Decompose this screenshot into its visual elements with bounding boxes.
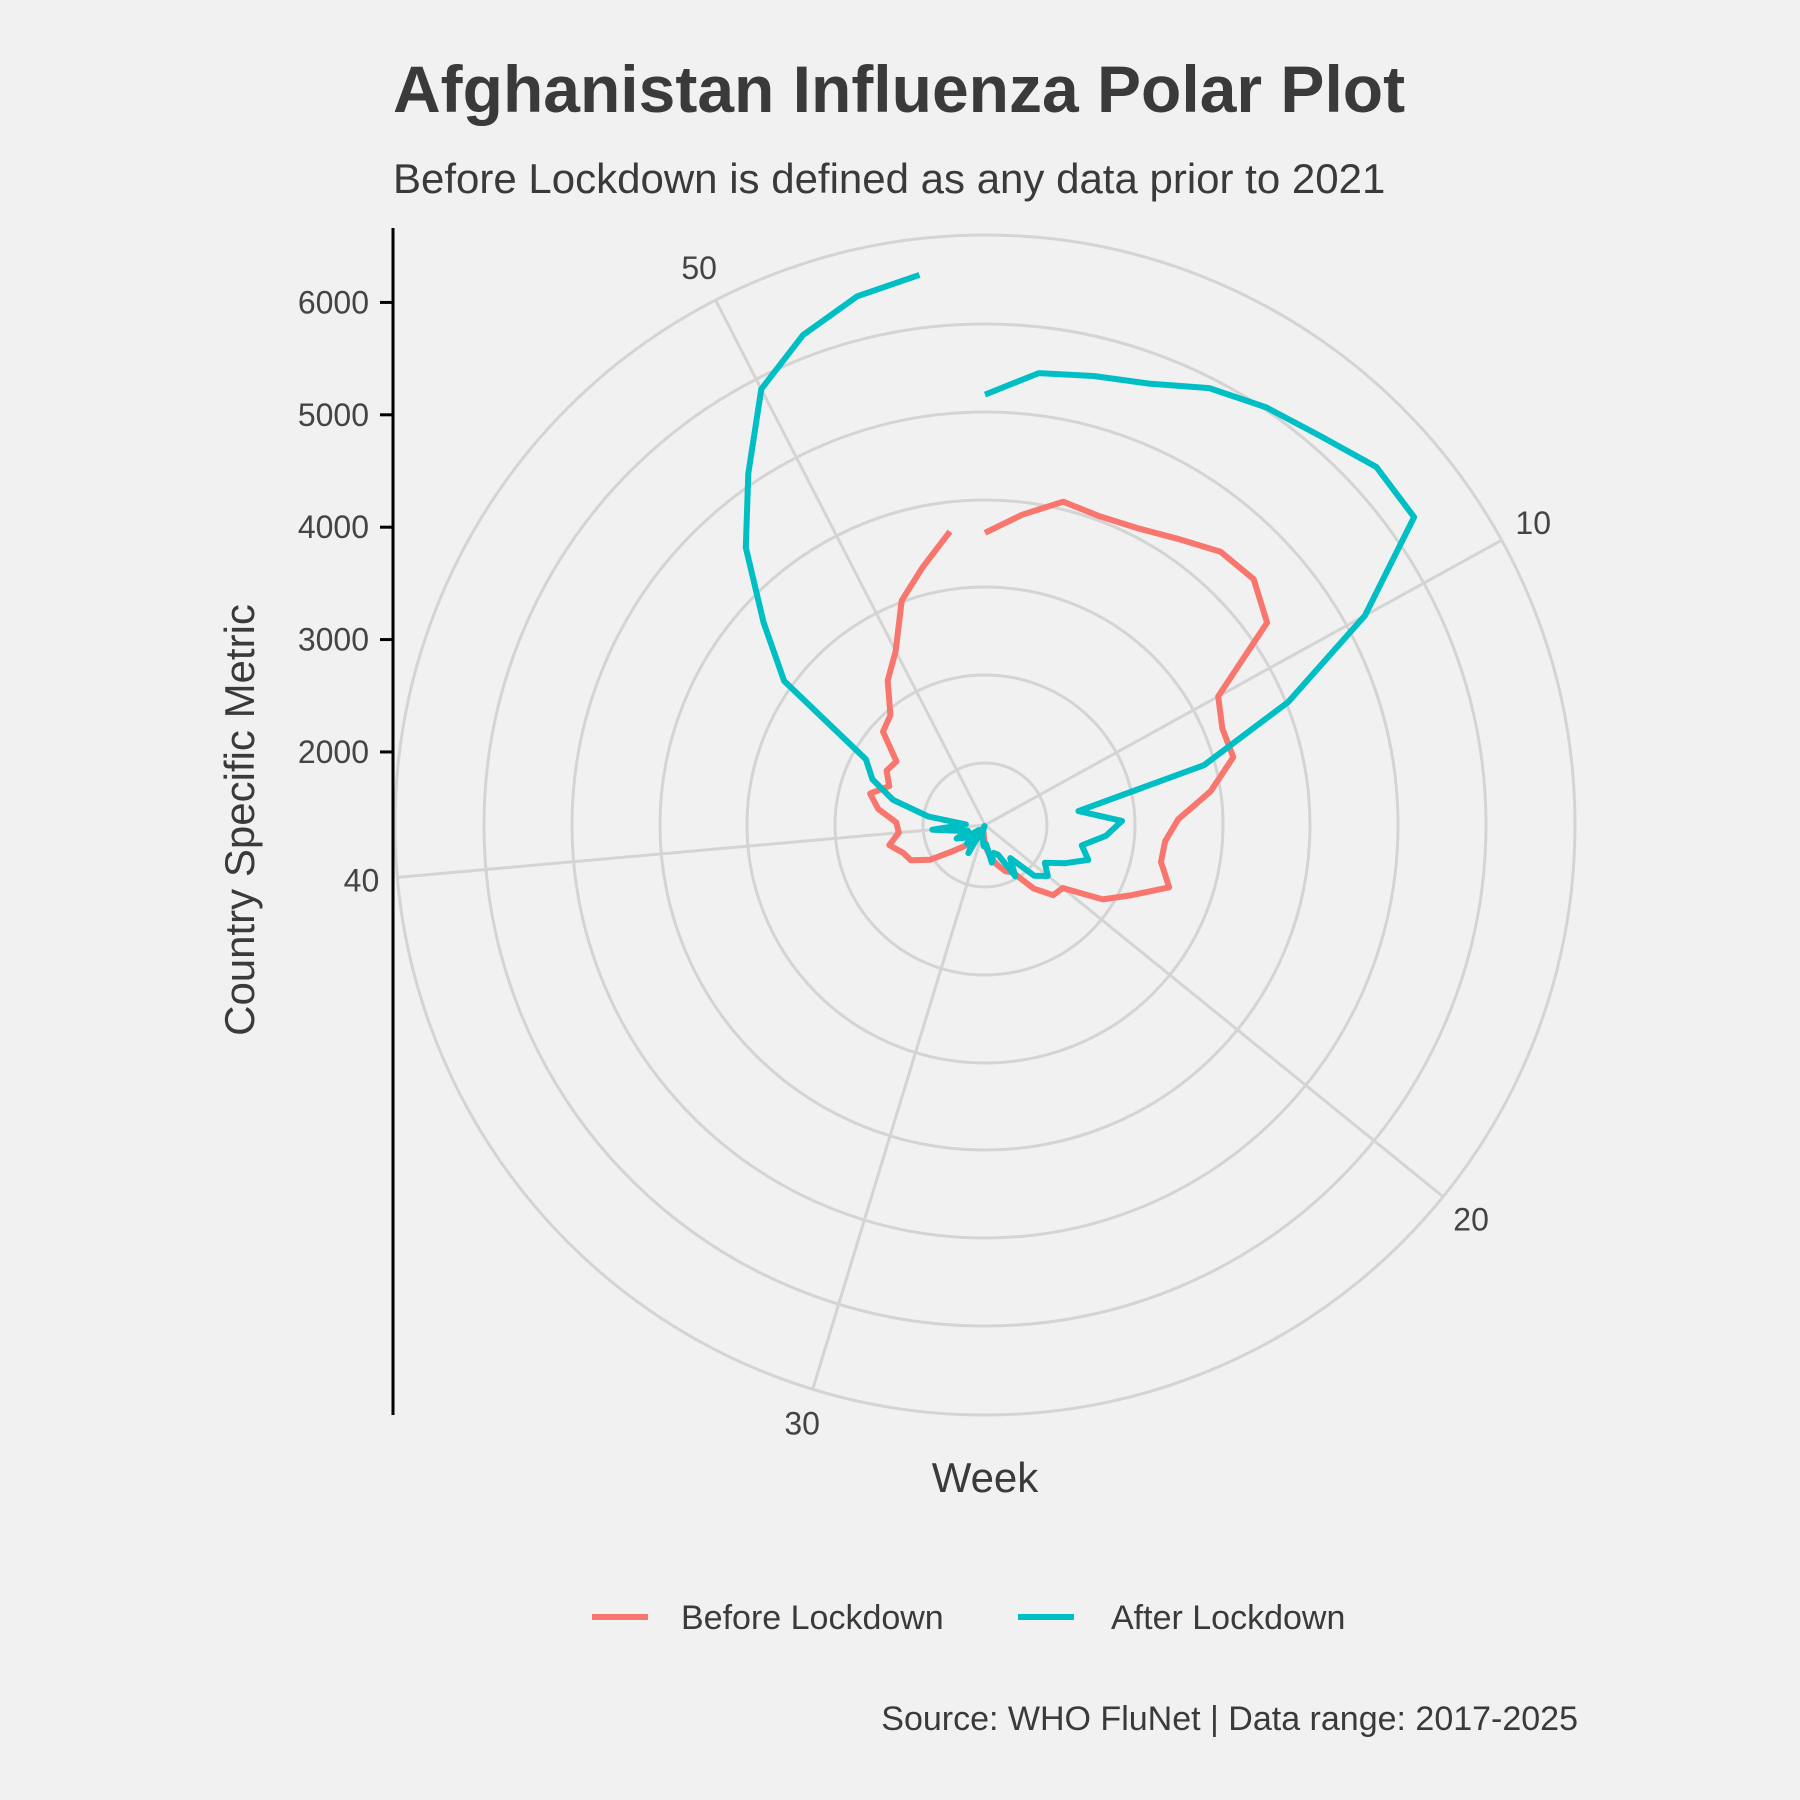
grid-circle-5	[570, 410, 1400, 1240]
grid-circle-1	[921, 761, 1049, 889]
y-tick-6000: 6000	[298, 284, 369, 320]
series-lines	[742, 272, 1418, 903]
series-line-after-lockdown	[742, 272, 1418, 880]
x-tick-10: 10	[1515, 505, 1551, 541]
grid-circle-4	[658, 498, 1312, 1152]
week-tick-labels: 10 20 30 40 50	[344, 250, 1551, 1442]
grid-circle-2	[833, 673, 1137, 977]
spoke-week-40	[397, 823, 986, 879]
y-tick-2000: 2000	[298, 734, 369, 770]
legend-label-after: After Lockdown	[1111, 1599, 1345, 1637]
spoke-week-10	[984, 538, 1503, 827]
x-tick-40: 40	[344, 863, 380, 899]
y-axis-title: Country Specific Metric	[216, 604, 263, 1036]
chart-caption: Source: WHO FluNet | Data range: 2017-20…	[881, 1700, 1578, 1738]
chart-subtitle: Before Lockdown is defined as any data p…	[393, 155, 1385, 202]
legend-label-before: Before Lockdown	[681, 1599, 944, 1637]
grid-circle-7	[393, 233, 1577, 1417]
y-tick-4000: 4000	[298, 509, 369, 545]
spoke-week-20	[984, 823, 1445, 1198]
spoke-week-30	[811, 824, 987, 1390]
grid-circle-3	[745, 585, 1225, 1065]
x-tick-20: 20	[1453, 1201, 1489, 1237]
legend: Before Lockdown After Lockdown	[592, 1599, 1345, 1637]
y-tick-5000: 5000	[298, 397, 369, 433]
x-tick-30: 30	[784, 1406, 820, 1442]
polar-grid	[393, 233, 1577, 1417]
y-tick-3000: 3000	[298, 622, 369, 658]
x-axis-title: Week	[932, 1454, 1040, 1501]
y-tick-labels: 2000 3000 4000 5000 6000	[298, 284, 393, 770]
x-tick-50: 50	[681, 250, 717, 286]
grid-circle-6	[482, 322, 1488, 1328]
chart-title: Afghanistan Influenza Polar Plot	[393, 52, 1405, 126]
